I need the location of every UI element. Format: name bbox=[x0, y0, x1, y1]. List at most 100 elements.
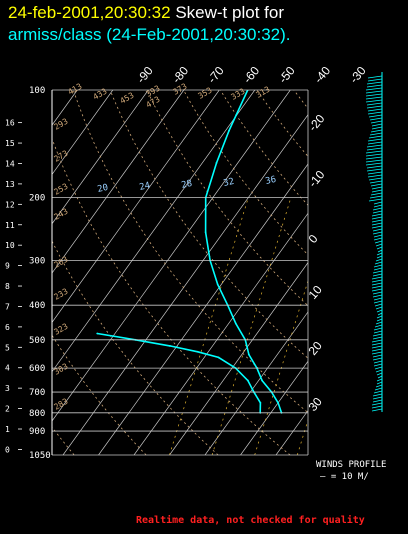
wind-barb bbox=[372, 273, 383, 277]
height-km-tick-label: 0 bbox=[5, 445, 10, 454]
wind-barb bbox=[376, 315, 383, 319]
isotherm-line bbox=[52, 90, 185, 274]
wind-barb bbox=[373, 234, 383, 238]
wind-barb bbox=[365, 99, 383, 103]
wind-barb bbox=[372, 291, 383, 295]
wind-barb bbox=[371, 126, 383, 130]
isotherm-line bbox=[52, 90, 256, 373]
wind-barb bbox=[366, 84, 383, 88]
wind-barb bbox=[370, 192, 383, 196]
series-temperature-point bbox=[228, 129, 230, 132]
wind-barb bbox=[371, 402, 383, 406]
series-dewpoint-point bbox=[259, 401, 262, 404]
quality-footer: Realtime data, not checked for quality bbox=[136, 515, 365, 526]
wind-barb bbox=[372, 270, 383, 274]
height-km-tick-label: 4 bbox=[5, 364, 10, 373]
pressure-tick-label: 100 bbox=[29, 86, 45, 96]
wind-barb bbox=[375, 384, 383, 388]
temperature-right-tick-label: -20 bbox=[306, 111, 328, 134]
theta-label: 353 bbox=[197, 86, 214, 101]
wind-barb bbox=[374, 261, 383, 265]
isotherm-line bbox=[347, 90, 408, 455]
height-km-tick-label: 1 bbox=[5, 425, 10, 434]
dry-adiabat-line bbox=[52, 334, 147, 455]
wind-barb bbox=[371, 405, 383, 409]
wind-barb bbox=[368, 177, 383, 181]
wind-barb bbox=[375, 243, 383, 247]
theta-label: 323 bbox=[53, 322, 70, 337]
wind-barb bbox=[374, 303, 383, 307]
temperature-right-tick-label: 20 bbox=[306, 338, 326, 357]
wind-barb bbox=[367, 75, 383, 79]
dry-adiabat-line bbox=[183, 90, 308, 256]
isotherm-line bbox=[204, 311, 308, 455]
theta-label: 373 bbox=[172, 82, 189, 97]
wind-barb bbox=[376, 255, 383, 259]
winds-scale-label: — = 10 M/ bbox=[320, 472, 369, 482]
wind-barb bbox=[377, 249, 383, 253]
mixing-ratio-line bbox=[340, 198, 408, 455]
temperature-top-tick-label: -70 bbox=[205, 63, 227, 86]
wind-barb bbox=[373, 390, 383, 394]
wind-barb bbox=[372, 228, 383, 232]
wind-barb bbox=[365, 159, 383, 163]
wind-barb bbox=[373, 297, 383, 301]
series-temperature-point bbox=[261, 379, 264, 382]
wind-barb bbox=[365, 96, 383, 100]
series-dewpoint-point bbox=[217, 356, 220, 359]
series-dewpoint-line bbox=[97, 332, 262, 413]
series-temperature-point bbox=[234, 322, 237, 325]
theta-label: 453 bbox=[119, 91, 136, 106]
wind-barb bbox=[371, 342, 383, 346]
isotherm-line bbox=[169, 262, 308, 455]
wind-barb bbox=[374, 366, 383, 370]
wind-barb bbox=[376, 318, 383, 322]
isotherm-line bbox=[383, 90, 408, 455]
wind-barb bbox=[371, 339, 383, 343]
height-km-tick-label: 16 bbox=[5, 119, 15, 128]
wind-barb bbox=[371, 408, 383, 412]
isotherm-line bbox=[133, 212, 308, 455]
dry-adiabat-line bbox=[52, 240, 219, 455]
header-timestamp: 24-feb-2001,20:30:32 bbox=[8, 3, 171, 22]
wind-barb bbox=[374, 387, 383, 391]
wind-barb bbox=[367, 78, 383, 82]
wind-barb bbox=[369, 180, 383, 184]
wind-barb bbox=[377, 375, 383, 379]
isotherm-line bbox=[52, 90, 220, 323]
pressure-tick-label: 300 bbox=[29, 257, 45, 267]
isotherm-line bbox=[52, 90, 114, 176]
wind-barb bbox=[372, 207, 383, 211]
height-km-tick-label: 6 bbox=[5, 323, 10, 332]
temperature-right-tick-label: -10 bbox=[306, 167, 328, 190]
wind-barb bbox=[369, 195, 383, 199]
pressure-tick-label: 200 bbox=[29, 194, 45, 204]
wind-barb bbox=[365, 156, 383, 160]
wind-barb bbox=[365, 87, 383, 91]
mixing-ratio-label: 32 bbox=[223, 177, 236, 189]
temperature-top-tick-label: -30 bbox=[347, 63, 369, 86]
dry-adiabat-line bbox=[72, 90, 308, 414]
height-km-tick-label: 12 bbox=[5, 200, 15, 209]
wind-barb bbox=[368, 135, 383, 139]
wind-barb bbox=[372, 399, 383, 403]
isotherm-line bbox=[312, 90, 408, 455]
wind-barb bbox=[373, 264, 383, 268]
wind-barb bbox=[365, 93, 383, 97]
wind-barb bbox=[372, 393, 383, 397]
mixing-ratio-label: 24 bbox=[139, 181, 152, 193]
temperature-right-tick-label: 10 bbox=[306, 282, 326, 301]
wind-barb bbox=[375, 369, 383, 373]
wind-barb bbox=[370, 129, 383, 133]
isotherm-line bbox=[240, 360, 308, 455]
wind-barb bbox=[377, 312, 383, 316]
wind-barb bbox=[372, 354, 383, 358]
height-km-tick-label: 11 bbox=[5, 221, 15, 230]
wind-barb bbox=[366, 165, 383, 169]
height-km-tick-label: 7 bbox=[5, 302, 10, 311]
wind-barb bbox=[371, 288, 383, 292]
wind-barb bbox=[365, 90, 383, 94]
wind-barb bbox=[372, 336, 383, 340]
height-km-tick-label: 8 bbox=[5, 282, 10, 291]
plot-area bbox=[52, 90, 408, 455]
